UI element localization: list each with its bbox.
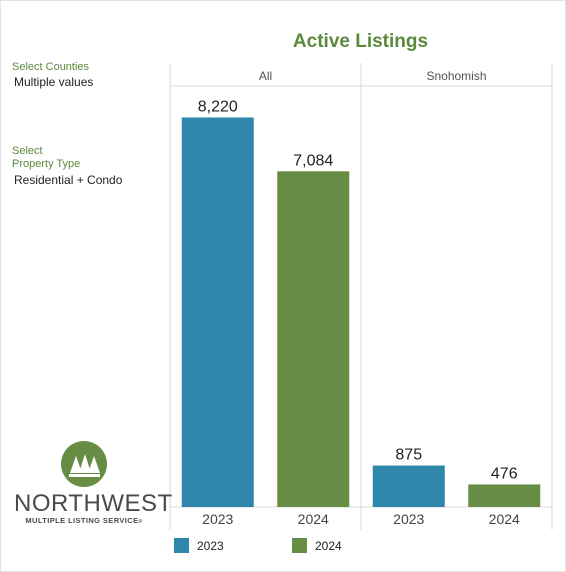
x-tick-all-2024: 2024 xyxy=(298,511,329,527)
x-tick-snohomish-2024: 2024 xyxy=(489,511,520,527)
panel-header-all: All xyxy=(259,69,272,83)
data-label-all-2024: 7,084 xyxy=(293,152,333,169)
bar-snohomish-2023[interactable] xyxy=(372,465,445,507)
nwmls-logo: NORTHWEST MULTIPLE LISTING SERVICE® xyxy=(14,440,173,525)
bar-all-2023[interactable] xyxy=(181,117,254,507)
legend-label-2023: 2023 xyxy=(197,538,224,553)
x-tick-snohomish-2023: 2023 xyxy=(393,511,424,527)
legend-item-2023[interactable]: 2023 xyxy=(174,538,224,553)
chart-title: Active Listings xyxy=(292,31,429,52)
property-type-filter-value[interactable]: Residential + Condo xyxy=(14,173,123,187)
legend-label-2024: 2024 xyxy=(315,538,342,553)
legend-item-2024[interactable]: 2024 xyxy=(292,538,342,553)
counties-filter-label: Select Counties xyxy=(12,61,90,73)
data-label-snohomish-2023: 875 xyxy=(395,447,422,464)
logo-subtitle: MULTIPLE LISTING SERVICE® xyxy=(25,516,143,525)
legend-swatch-2024 xyxy=(292,538,307,553)
tree-logo-icon xyxy=(61,441,107,487)
property-type-label-line1: Select xyxy=(12,145,43,157)
counties-filter-value[interactable]: Multiple values xyxy=(14,75,94,89)
data-label-snohomish-2024: 476 xyxy=(491,465,518,482)
property-type-label-line2: Property Type xyxy=(12,158,81,170)
logo-wordmark: NORTHWEST xyxy=(14,490,173,517)
bar-all-2024[interactable] xyxy=(277,171,350,507)
legend-swatch-2023 xyxy=(174,538,189,553)
data-label-all-2023: 8,220 xyxy=(198,98,238,115)
x-tick-all-2023: 2023 xyxy=(202,511,233,527)
panel-header-snohomish: Snohomish xyxy=(426,69,486,83)
bar-snohomish-2024[interactable] xyxy=(468,484,541,507)
